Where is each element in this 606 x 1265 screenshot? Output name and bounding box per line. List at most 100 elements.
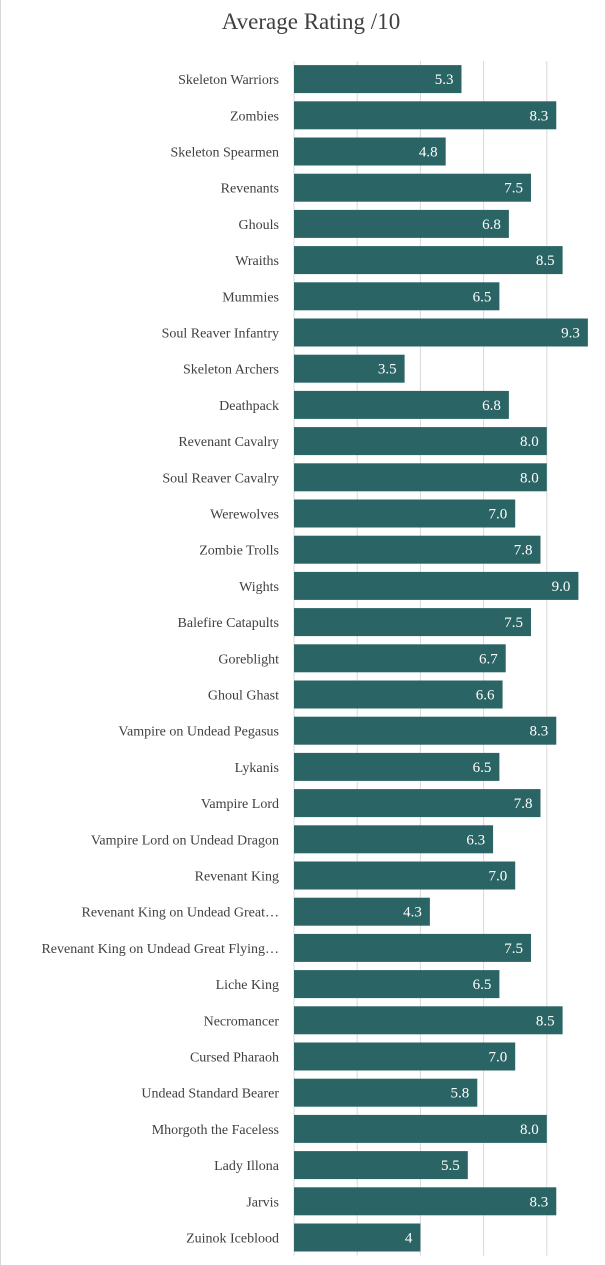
category-label: Skeleton Spearmen [171,146,279,161]
data-label: 3.5 [378,362,397,378]
category-label: Vampire Lord [201,797,279,812]
bar [294,535,541,564]
data-label: 9.3 [561,326,580,342]
bar [294,137,446,166]
bar [294,209,509,238]
chart-title: Average Rating /10 [222,9,400,34]
bar [294,1042,516,1071]
category-label: Soul Reaver Infantry [162,327,279,342]
bar [294,608,531,637]
category-label: Lady Illona [214,1159,280,1174]
data-label: 7.0 [488,869,507,885]
bar [294,825,494,854]
data-label: 7.8 [514,796,533,812]
data-label: 9.0 [552,579,571,595]
bar [294,65,462,94]
category-label: Balefire Catapults [178,616,279,631]
category-label: Ghoul Ghast [208,689,279,704]
category-label: Mhorgoth the Faceless [152,1123,279,1138]
data-label: 7.0 [488,507,507,523]
bar [294,1151,468,1180]
bar [294,1078,478,1107]
data-label: 5.5 [441,1158,460,1174]
category-label: Revenant Cavalry [178,435,279,450]
category-label: Jarvis [246,1195,279,1210]
data-label: 8.0 [520,434,539,450]
bar [294,173,531,202]
category-label: Zombies [230,109,279,124]
data-label: 8.3 [530,724,549,740]
bar [294,789,541,818]
category-label: Zombie Trolls [199,544,279,559]
category-label: Lykanis [235,761,279,776]
bar [294,1114,547,1143]
data-label: 7.5 [504,181,523,197]
category-label: Wraiths [235,254,279,269]
bar [294,861,516,890]
data-label: 8.3 [530,108,549,124]
data-label: 7.0 [488,1050,507,1066]
bar [294,246,563,275]
data-label: 4 [405,1231,413,1247]
data-label: 4.3 [403,905,422,921]
data-label: 6.5 [473,977,492,993]
bar [294,318,588,347]
category-label: Ghouls [239,218,279,233]
bar [294,680,503,709]
bar [294,752,500,781]
bar [294,933,531,962]
bar [294,1187,557,1216]
data-label: 8.0 [520,470,539,486]
bar [294,427,547,456]
category-label: Revenant King [195,870,279,885]
data-label: 7.8 [514,543,533,559]
data-label: 6.8 [482,217,501,233]
bar [294,101,557,130]
category-label: Vampire Lord on Undead Dragon [91,833,279,848]
bar [294,716,557,745]
data-label: 4.8 [419,145,438,161]
category-label: Werewolves [210,508,279,523]
bar [294,1223,421,1252]
category-label: Revenant King on Undead Great… [82,906,280,921]
category-label: Mummies [222,290,279,305]
category-label: Soul Reaver Cavalry [162,471,279,486]
data-label: 6.5 [473,760,492,776]
category-label: Liche King [216,978,279,993]
bar [294,463,547,492]
data-label: 8.0 [520,1122,539,1138]
data-label: 6.5 [473,289,492,305]
bar [294,897,430,926]
data-label: 8.5 [536,1013,555,1029]
category-label: Goreblight [218,652,279,667]
data-label: 7.5 [504,941,523,957]
data-label: 7.5 [504,615,523,631]
data-label: 6.7 [479,651,498,667]
data-label: 6.8 [482,398,501,414]
category-label: Revenants [221,182,279,197]
data-label: 8.5 [536,253,555,269]
data-label: 6.3 [466,832,485,848]
data-label: 8.3 [530,1194,549,1210]
bar [294,644,506,673]
category-label: Deathpack [219,399,279,414]
data-label: 5.8 [451,1086,470,1102]
category-label: Wights [239,580,279,595]
data-label: 6.6 [476,688,495,704]
category-label: Cursed Pharaoh [190,1051,279,1066]
bars: 5.3 8.3 4.8 7.5 6.8 8.5 6.5 9.3 3.5 6.8 8.0 8.0 7.0 7… [294,65,588,1252]
category-label: Skeleton Archers [183,363,279,378]
category-labels: Skeleton Warriors Zombies Skeleton Spearme… [41,73,279,1246]
bar [294,282,500,311]
bar [294,499,516,528]
bar [294,390,509,419]
category-label: Zuinok Iceblood [186,1232,279,1247]
category-label: Vampire on Undead Pegasus [118,725,279,740]
bar [294,970,500,999]
category-label: Revenant King on Undead Great Flying… [41,942,279,957]
bar [294,571,579,600]
bar [294,354,405,383]
category-label: Necromancer [204,1014,280,1029]
